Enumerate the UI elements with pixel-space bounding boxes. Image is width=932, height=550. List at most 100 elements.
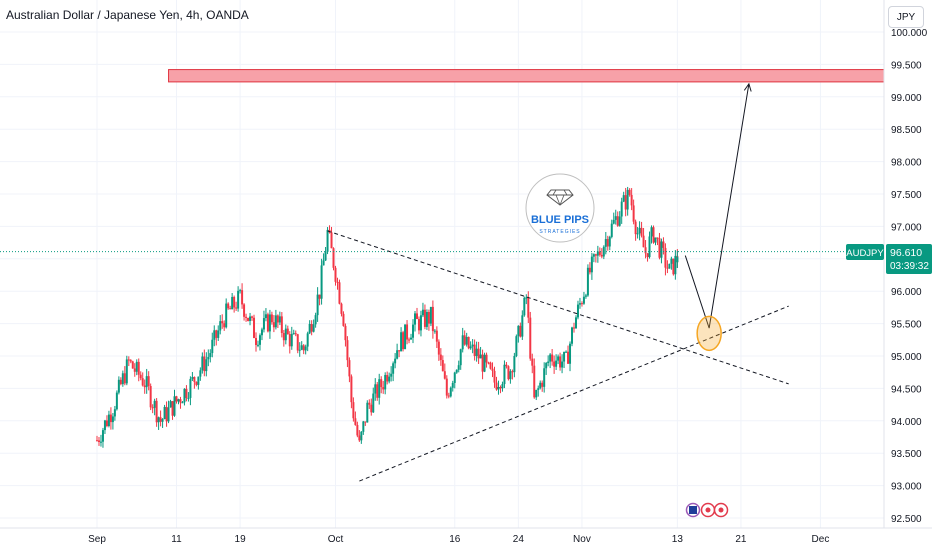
candle-body: [330, 232, 333, 249]
candle-body: [306, 333, 309, 347]
candle-body: [419, 315, 422, 331]
candle-body: [541, 382, 544, 387]
lower-trendline[interactable]: [359, 305, 789, 482]
bar-countdown: 03:39:32: [890, 261, 929, 272]
candle-body: [491, 368, 494, 371]
candle-body: [131, 361, 134, 369]
candle-body: [197, 376, 200, 385]
watermark-brand: BLUE PIPS: [531, 214, 589, 226]
time-tick-label: 11: [171, 534, 182, 545]
candle-body: [565, 351, 568, 353]
candle-body: [511, 371, 514, 373]
resistance-zone[interactable]: [168, 69, 885, 83]
candle-body: [406, 324, 409, 340]
candle-body: [225, 303, 228, 328]
candle-body: [650, 227, 653, 237]
candle-body: [660, 241, 663, 258]
candle-body: [213, 330, 216, 340]
price-axis[interactable]: 100.000 99.500 99.000 98.500 98.000 97.500 97.…: [883, 0, 928, 528]
candle-body: [300, 345, 303, 350]
candle-body: [380, 379, 383, 388]
candle-body: [340, 303, 343, 314]
price-tick-label: 95.500: [891, 320, 922, 331]
candle-body: [628, 189, 631, 195]
candle-body: [266, 314, 269, 332]
candle-body: [362, 421, 365, 432]
candle-body: [119, 379, 122, 385]
candle-body: [499, 386, 502, 389]
candle-body: [477, 348, 480, 359]
candle-body: [608, 236, 611, 247]
candle-body: [294, 333, 297, 335]
candle-body: [346, 340, 349, 361]
candle-body: [332, 248, 335, 268]
candle-body: [475, 348, 478, 357]
time-tick-label: 13: [672, 534, 684, 545]
candle-body: [123, 373, 126, 384]
candle-body: [296, 334, 299, 351]
time-tick-label: 19: [235, 534, 247, 545]
candlestick-series: [96, 186, 679, 448]
candle-body: [485, 354, 488, 363]
candle-body: [151, 407, 154, 409]
candle-body: [141, 378, 144, 386]
price-tick-label: 95.000: [891, 352, 922, 363]
candle-body: [461, 335, 464, 350]
candle-body: [543, 368, 546, 387]
candle-body: [177, 399, 180, 402]
candle-body: [431, 306, 434, 332]
candle-body: [437, 341, 440, 355]
candle-body: [290, 334, 293, 347]
candle-body: [549, 354, 552, 362]
candle-body: [527, 297, 530, 318]
candle-body: [398, 350, 401, 352]
candle-body: [439, 354, 442, 361]
price-tick-label: 98.000: [891, 158, 922, 169]
candle-body: [443, 371, 446, 379]
candle-body: [195, 381, 198, 385]
candle-body: [417, 319, 420, 331]
candle-body: [227, 303, 230, 309]
candle-body: [676, 257, 679, 263]
candle-body: [324, 251, 327, 261]
time-axis[interactable]: Sep 11 19 Oct 16 24 Nov 13 21 Dec: [0, 527, 932, 545]
candle-body: [149, 386, 152, 408]
candle-body: [598, 251, 601, 255]
candle-body: [280, 316, 283, 333]
candle-body: [147, 376, 150, 387]
candle-body: [567, 351, 570, 364]
price-tick-label: 96.000: [891, 287, 922, 298]
candle-body: [302, 345, 305, 351]
candle-body: [270, 314, 273, 323]
price-tick-label: 97.500: [891, 190, 922, 201]
candle-body: [336, 281, 339, 283]
candle-body: [217, 330, 220, 338]
retest-circle[interactable]: [696, 315, 722, 352]
candle-body: [606, 239, 609, 247]
candle-body: [469, 346, 472, 349]
candle-body: [636, 233, 639, 235]
candle-body: [638, 227, 641, 234]
candle-body: [253, 317, 256, 338]
candle-body: [497, 386, 500, 390]
candle-body: [668, 263, 671, 269]
projection-path[interactable]: [684, 83, 750, 329]
candle-body: [376, 384, 379, 398]
candle-body: [674, 255, 677, 275]
currency-button[interactable]: JPY: [888, 6, 924, 28]
candle-body: [569, 343, 572, 364]
candle-body: [308, 324, 311, 334]
upper-trendline[interactable]: [327, 230, 789, 385]
candle-body: [199, 370, 202, 377]
last-price-value: 96.610: [890, 247, 922, 259]
candle-body: [457, 365, 460, 370]
candle-body: [207, 356, 210, 360]
candle-body: [563, 351, 566, 362]
candle-body: [392, 363, 395, 374]
price-tick-label: 100.000: [891, 28, 928, 39]
candle-body: [211, 339, 214, 354]
economic-events[interactable]: [685, 502, 729, 518]
candle-body: [586, 267, 589, 296]
candle-body: [481, 354, 484, 372]
